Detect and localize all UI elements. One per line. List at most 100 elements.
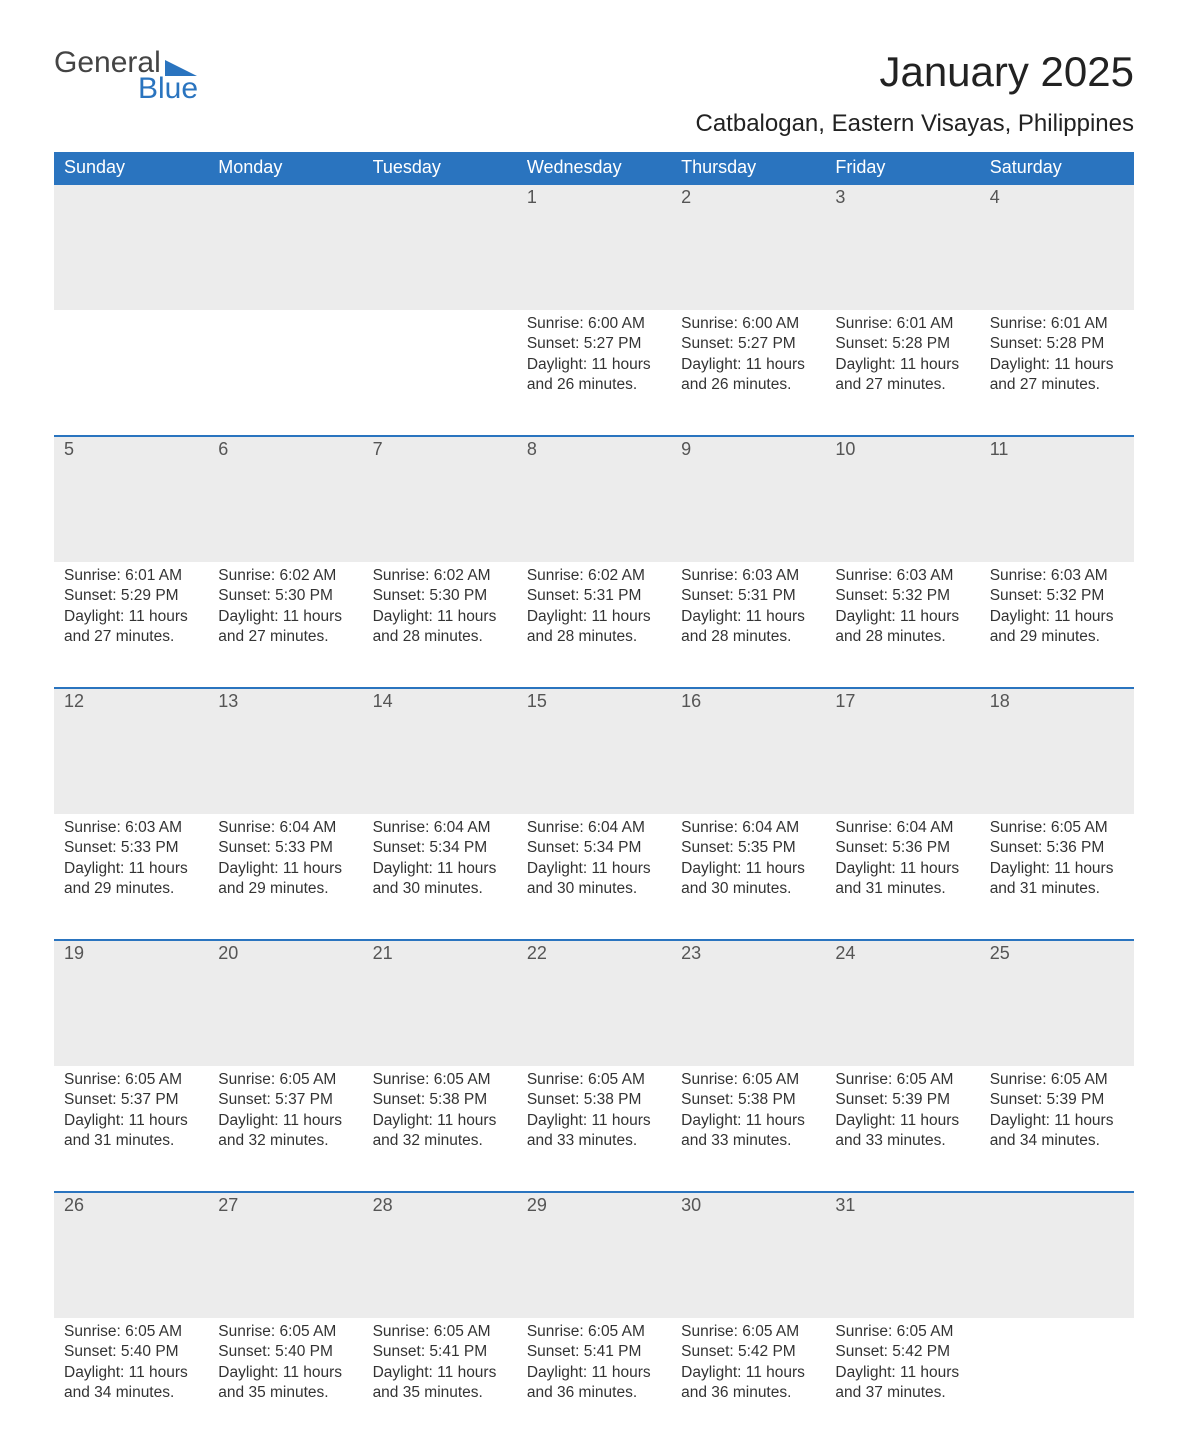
calendar-table: SundayMondayTuesdayWednesdayThursdayFrid… [54, 152, 1134, 1444]
page-title: January 2025 [879, 48, 1134, 96]
calendar-daynum-cell: 13 [208, 688, 362, 814]
day-number: 5 [54, 437, 208, 462]
day-number: 17 [825, 689, 979, 714]
calendar-daynum-cell: 4 [980, 184, 1134, 310]
day-number: 21 [363, 941, 517, 966]
day-details: Sunrise: 6:05 AMSunset: 5:39 PMDaylight:… [825, 1066, 979, 1162]
calendar-day-cell [208, 310, 362, 436]
day-details: Sunrise: 6:04 AMSunset: 5:33 PMDaylight:… [208, 814, 362, 910]
weekday-header: Tuesday [363, 152, 517, 184]
calendar-daynum-cell: 10 [825, 436, 979, 562]
calendar-body-row: Sunrise: 6:01 AMSunset: 5:29 PMDaylight:… [54, 562, 1134, 688]
calendar-daynum-cell: 18 [980, 688, 1134, 814]
day-details: Sunrise: 6:05 AMSunset: 5:41 PMDaylight:… [517, 1318, 671, 1414]
day-details: Sunrise: 6:05 AMSunset: 5:41 PMDaylight:… [363, 1318, 517, 1414]
calendar-daynum-cell: 12 [54, 688, 208, 814]
calendar-day-cell: Sunrise: 6:05 AMSunset: 5:38 PMDaylight:… [671, 1066, 825, 1192]
day-number: 6 [208, 437, 362, 462]
day-number: 18 [980, 689, 1134, 714]
calendar-day-cell: Sunrise: 6:01 AMSunset: 5:28 PMDaylight:… [825, 310, 979, 436]
calendar-daynum-cell: 29 [517, 1192, 671, 1318]
day-details: Sunrise: 6:02 AMSunset: 5:30 PMDaylight:… [363, 562, 517, 658]
day-number: 29 [517, 1193, 671, 1218]
calendar-daynum-row: 262728293031 [54, 1192, 1134, 1318]
day-details: Sunrise: 6:03 AMSunset: 5:32 PMDaylight:… [825, 562, 979, 658]
day-details: Sunrise: 6:04 AMSunset: 5:34 PMDaylight:… [363, 814, 517, 910]
calendar-daynum-cell: 9 [671, 436, 825, 562]
calendar-day-cell: Sunrise: 6:05 AMSunset: 5:41 PMDaylight:… [363, 1318, 517, 1444]
day-details: Sunrise: 6:05 AMSunset: 5:40 PMDaylight:… [54, 1318, 208, 1414]
day-details: Sunrise: 6:04 AMSunset: 5:35 PMDaylight:… [671, 814, 825, 910]
calendar-daynum-cell: 30 [671, 1192, 825, 1318]
day-details: Sunrise: 6:01 AMSunset: 5:29 PMDaylight:… [54, 562, 208, 658]
day-details: Sunrise: 6:05 AMSunset: 5:42 PMDaylight:… [671, 1318, 825, 1414]
day-details: Sunrise: 6:05 AMSunset: 5:37 PMDaylight:… [208, 1066, 362, 1162]
calendar-day-cell: Sunrise: 6:02 AMSunset: 5:30 PMDaylight:… [363, 562, 517, 688]
calendar-day-cell: Sunrise: 6:05 AMSunset: 5:39 PMDaylight:… [980, 1066, 1134, 1192]
calendar-day-cell: Sunrise: 6:05 AMSunset: 5:41 PMDaylight:… [517, 1318, 671, 1444]
day-details: Sunrise: 6:01 AMSunset: 5:28 PMDaylight:… [980, 310, 1134, 406]
day-details: Sunrise: 6:05 AMSunset: 5:38 PMDaylight:… [517, 1066, 671, 1162]
calendar-daynum-cell: 3 [825, 184, 979, 310]
day-number: 27 [208, 1193, 362, 1218]
day-number: 20 [208, 941, 362, 966]
calendar-daynum-cell: 14 [363, 688, 517, 814]
day-details: Sunrise: 6:05 AMSunset: 5:36 PMDaylight:… [980, 814, 1134, 910]
day-number: 24 [825, 941, 979, 966]
calendar-day-cell [363, 310, 517, 436]
day-details: Sunrise: 6:05 AMSunset: 5:39 PMDaylight:… [980, 1066, 1134, 1162]
calendar-daynum-cell: 11 [980, 436, 1134, 562]
calendar-day-cell: Sunrise: 6:02 AMSunset: 5:30 PMDaylight:… [208, 562, 362, 688]
day-number: 11 [980, 437, 1134, 462]
calendar-daynum-cell [363, 184, 517, 310]
day-details: Sunrise: 6:00 AMSunset: 5:27 PMDaylight:… [517, 310, 671, 406]
day-number: 19 [54, 941, 208, 966]
calendar-day-cell: Sunrise: 6:03 AMSunset: 5:33 PMDaylight:… [54, 814, 208, 940]
calendar-day-cell: Sunrise: 6:00 AMSunset: 5:27 PMDaylight:… [671, 310, 825, 436]
calendar-body-row: Sunrise: 6:00 AMSunset: 5:27 PMDaylight:… [54, 310, 1134, 436]
calendar-daynum-cell: 8 [517, 436, 671, 562]
day-details: Sunrise: 6:02 AMSunset: 5:30 PMDaylight:… [208, 562, 362, 658]
weekday-header: Monday [208, 152, 362, 184]
day-details: Sunrise: 6:04 AMSunset: 5:34 PMDaylight:… [517, 814, 671, 910]
calendar-day-cell: Sunrise: 6:04 AMSunset: 5:36 PMDaylight:… [825, 814, 979, 940]
day-number: 8 [517, 437, 671, 462]
calendar-day-cell: Sunrise: 6:02 AMSunset: 5:31 PMDaylight:… [517, 562, 671, 688]
calendar-daynum-cell: 2 [671, 184, 825, 310]
calendar-daynum-row: 567891011 [54, 436, 1134, 562]
calendar-day-cell [54, 310, 208, 436]
calendar-daynum-cell: 15 [517, 688, 671, 814]
day-details: Sunrise: 6:05 AMSunset: 5:40 PMDaylight:… [208, 1318, 362, 1414]
day-number: 7 [363, 437, 517, 462]
calendar-daynum-row: 19202122232425 [54, 940, 1134, 1066]
calendar-day-cell: Sunrise: 6:05 AMSunset: 5:36 PMDaylight:… [980, 814, 1134, 940]
calendar-day-cell: Sunrise: 6:05 AMSunset: 5:38 PMDaylight:… [517, 1066, 671, 1192]
calendar-daynum-cell [208, 184, 362, 310]
calendar-day-cell: Sunrise: 6:01 AMSunset: 5:28 PMDaylight:… [980, 310, 1134, 436]
day-details: Sunrise: 6:03 AMSunset: 5:32 PMDaylight:… [980, 562, 1134, 658]
day-details: Sunrise: 6:00 AMSunset: 5:27 PMDaylight:… [671, 310, 825, 406]
calendar-day-cell: Sunrise: 6:00 AMSunset: 5:27 PMDaylight:… [517, 310, 671, 436]
location-subtitle: Catbalogan, Eastern Visayas, Philippines [54, 110, 1134, 138]
calendar-day-cell: Sunrise: 6:04 AMSunset: 5:33 PMDaylight:… [208, 814, 362, 940]
calendar-day-cell: Sunrise: 6:05 AMSunset: 5:42 PMDaylight:… [671, 1318, 825, 1444]
calendar-daynum-cell: 22 [517, 940, 671, 1066]
day-number: 9 [671, 437, 825, 462]
calendar-day-cell: Sunrise: 6:05 AMSunset: 5:40 PMDaylight:… [54, 1318, 208, 1444]
day-details: Sunrise: 6:05 AMSunset: 5:38 PMDaylight:… [363, 1066, 517, 1162]
weekday-header: Friday [825, 152, 979, 184]
day-number: 13 [208, 689, 362, 714]
calendar-daynum-cell: 19 [54, 940, 208, 1066]
calendar-day-cell: Sunrise: 6:04 AMSunset: 5:34 PMDaylight:… [363, 814, 517, 940]
calendar-daynum-cell: 5 [54, 436, 208, 562]
calendar-body-row: Sunrise: 6:05 AMSunset: 5:40 PMDaylight:… [54, 1318, 1134, 1444]
calendar-day-cell [980, 1318, 1134, 1444]
day-number: 4 [980, 185, 1134, 210]
calendar-day-cell: Sunrise: 6:05 AMSunset: 5:39 PMDaylight:… [825, 1066, 979, 1192]
calendar-day-cell: Sunrise: 6:01 AMSunset: 5:29 PMDaylight:… [54, 562, 208, 688]
calendar-day-cell: Sunrise: 6:04 AMSunset: 5:35 PMDaylight:… [671, 814, 825, 940]
calendar-day-cell: Sunrise: 6:05 AMSunset: 5:37 PMDaylight:… [54, 1066, 208, 1192]
calendar-daynum-cell: 26 [54, 1192, 208, 1318]
calendar-daynum-cell [54, 184, 208, 310]
weekday-header: Wednesday [517, 152, 671, 184]
